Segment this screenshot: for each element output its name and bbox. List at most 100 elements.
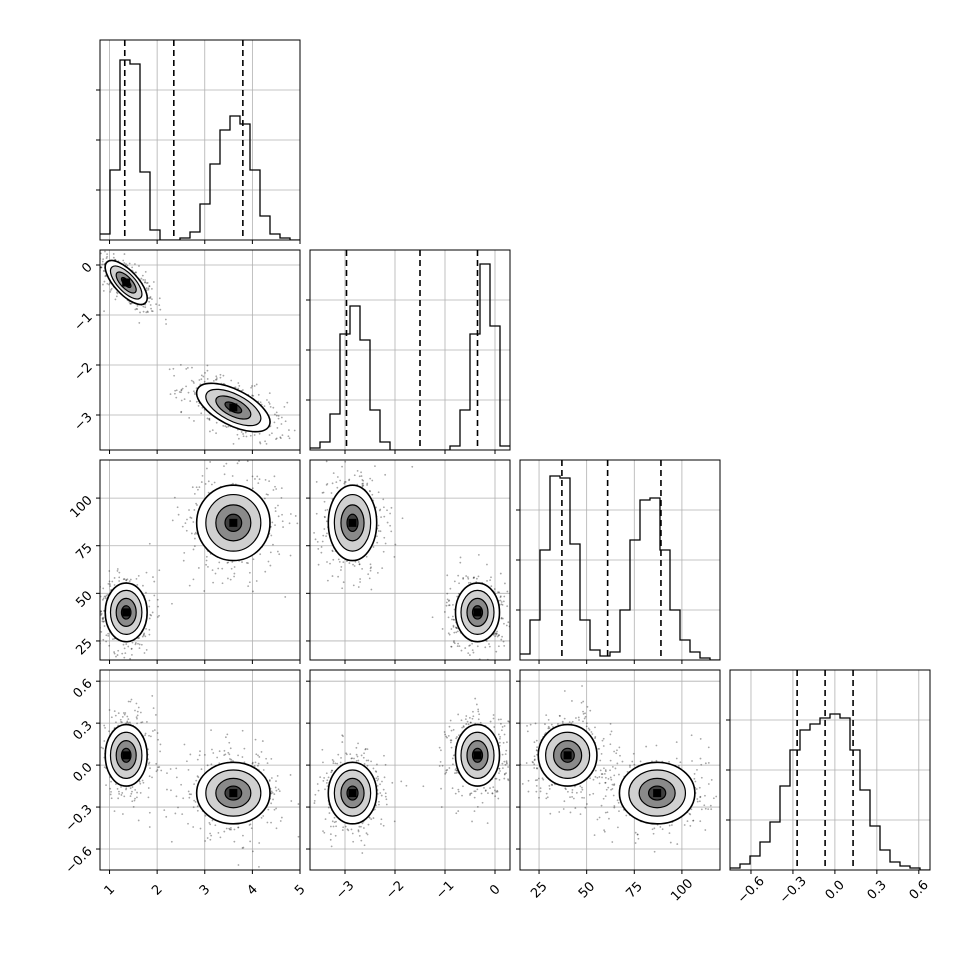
sample-point [272,543,274,546]
sample-point [131,800,134,803]
sample-point [205,563,207,566]
sample-point [465,723,468,725]
sample-point [138,643,141,646]
sample-point [274,507,277,509]
sample-point [246,460,249,463]
sample-point [357,586,360,588]
sample-point [598,782,601,785]
histogram-step [100,59,300,240]
sample-point [168,368,171,371]
sample-point [448,725,451,728]
sample-point [102,290,105,292]
sample-point [369,477,372,480]
sample-point [109,583,111,585]
sample-point [109,289,112,291]
sample-point [583,717,586,720]
sample-point [145,649,148,651]
sample-point [226,733,229,736]
sample-point [370,588,373,591]
sample-point [535,784,538,787]
sample-point [102,269,105,272]
sample-point [439,760,442,763]
sample-point [483,787,485,789]
sample-point [346,828,349,831]
sample-point [222,374,225,377]
sample-point [241,756,244,758]
sample-point [348,478,351,481]
sample-point [613,750,616,753]
sample-point [709,804,712,807]
sample-point [227,561,230,564]
sample-point [281,520,284,523]
sample-point [149,304,152,306]
sample-point [220,453,222,455]
sample-point [149,295,152,298]
sample-point [150,287,153,290]
sample-point [96,622,98,624]
sample-point [270,458,272,460]
sample-point [158,297,161,300]
sample-point [265,442,268,445]
sample-point [171,519,174,522]
sample-point [366,764,369,767]
sample-point [323,831,326,834]
sample-point [651,828,654,831]
sample-point [253,765,256,767]
sample-point [459,556,462,559]
sample-point [123,647,126,650]
sample-point [199,827,202,830]
sample-point [134,271,137,274]
sample-point [356,755,359,758]
sample-point [156,616,159,618]
sample-point [317,548,320,550]
sample-point [499,735,502,738]
sample-point [700,763,703,766]
sample-point [200,768,203,771]
x-tick-label: 3 [197,882,213,898]
sample-point [100,746,103,749]
sample-point [391,781,394,784]
sample-point [122,643,125,646]
sample-point [571,700,573,702]
sample-point [458,734,460,737]
sample-point [122,712,125,714]
sample-point [100,266,103,269]
sample-point [335,825,338,828]
sample-point [561,720,564,723]
sample-point [120,786,122,788]
sample-point [361,822,364,825]
sample-point [360,754,363,757]
sample-point [275,827,278,830]
sample-point [451,615,454,618]
sample-point [209,823,212,826]
sample-point [342,581,345,584]
sample-point [104,726,106,729]
sample-point [335,820,337,823]
sample-point [86,617,88,619]
sample-point [148,628,151,631]
sample-point [101,260,104,263]
sample-point [125,643,128,645]
sample-point [535,790,538,793]
sample-point [534,779,537,782]
sample-point [185,760,188,763]
sample-point [472,651,475,654]
sample-point [495,632,498,635]
sample-point [379,530,382,533]
sample-point [188,416,191,419]
sample-point [539,790,542,793]
sample-point [564,787,567,790]
sample-point [301,516,303,518]
sample-point [326,785,329,787]
sample-point [533,759,536,762]
sample-point [470,792,473,795]
sample-point [477,575,480,578]
sample-point [277,515,280,518]
sample-point [103,620,105,623]
sample-point [514,606,516,608]
sample-point [134,788,137,791]
sample-point [215,377,218,380]
sample-point [675,757,678,760]
sample-point [174,389,177,392]
sample-point [451,618,453,621]
